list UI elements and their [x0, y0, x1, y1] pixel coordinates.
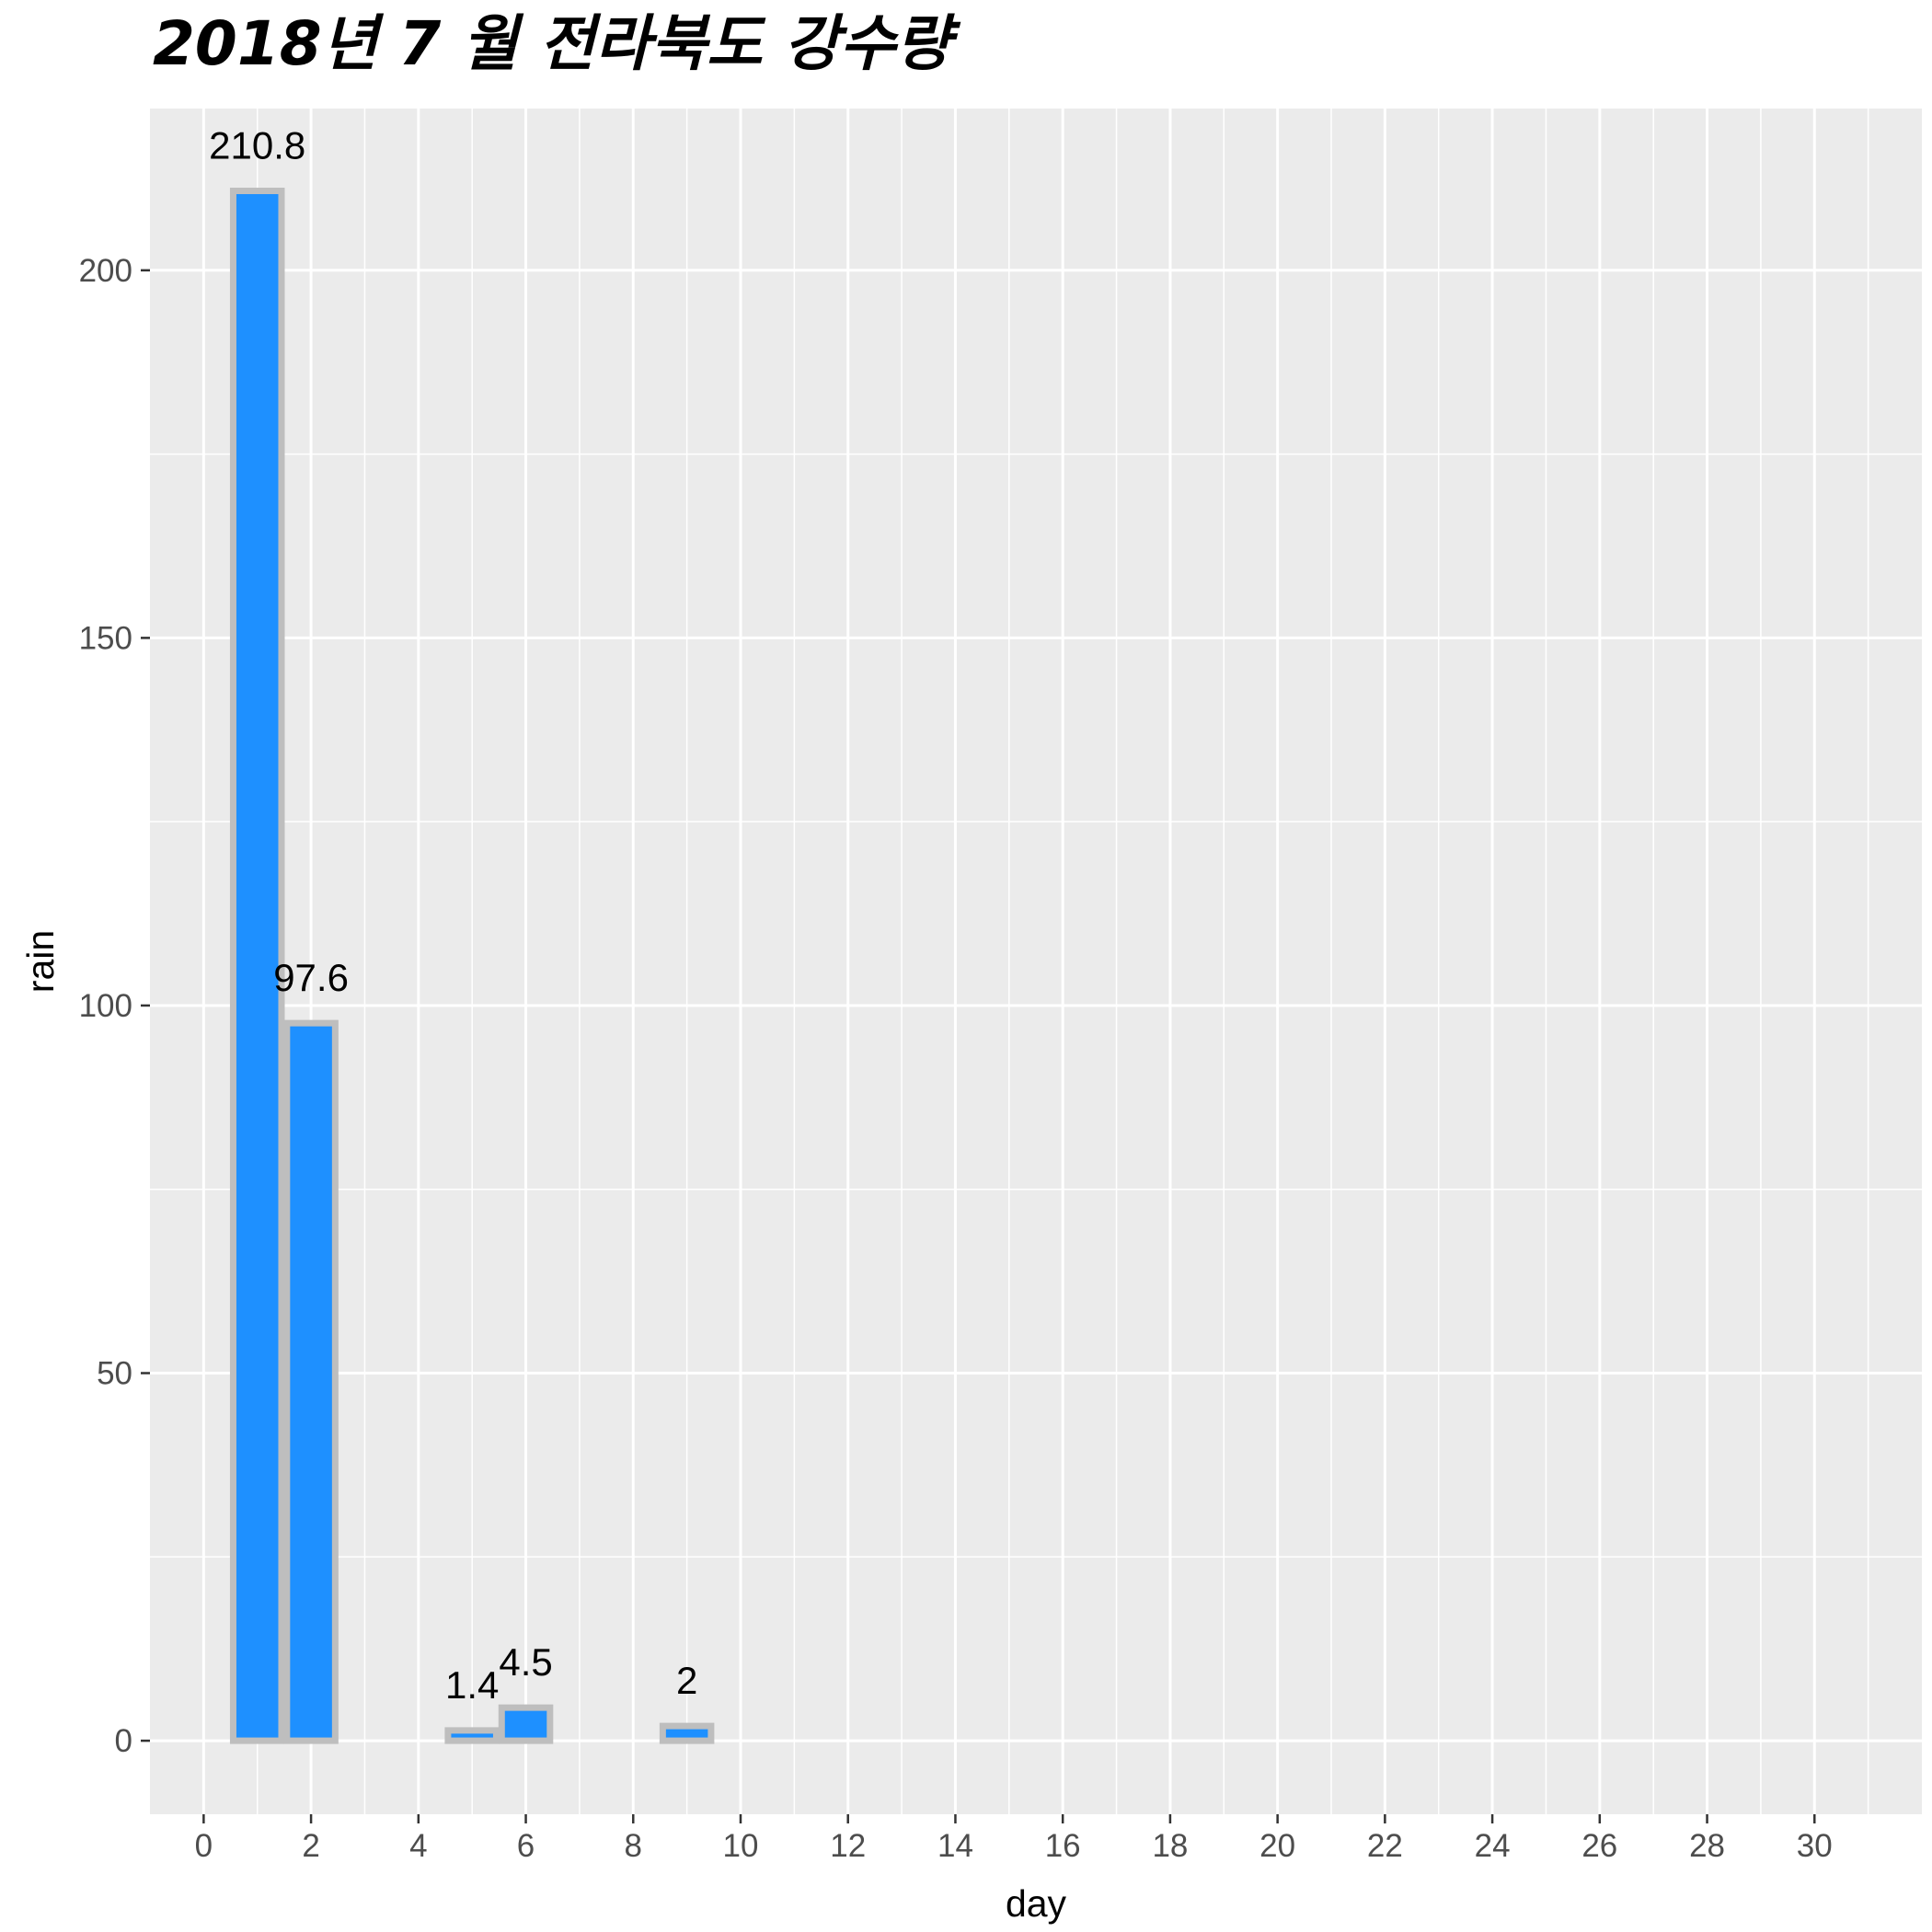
- bar: [444, 1727, 500, 1744]
- y-tick-label: 50: [97, 1356, 132, 1392]
- bar-value-label: 2: [676, 1659, 697, 1702]
- bar: [283, 1019, 339, 1744]
- x-tick-label: 16: [1045, 1828, 1081, 1864]
- x-tick-label: 18: [1152, 1828, 1188, 1864]
- bar-value-label: 1.4: [445, 1663, 499, 1707]
- y-axis: 0 50 100 150 200: [79, 253, 150, 1759]
- x-axis: 0 2 4 6 8 10 12 14 16 18 20 22 24 26 28 30: [195, 1814, 1833, 1864]
- y-tick-label: 100: [79, 988, 132, 1024]
- bar-value-label: 4.5: [499, 1640, 552, 1684]
- x-tick-label: 22: [1367, 1828, 1403, 1864]
- data-labels: 210.8 97.6 1.44.5 2: [209, 124, 697, 1707]
- x-tick-label: 28: [1689, 1828, 1725, 1864]
- bar-value-label: 210.8: [209, 124, 305, 167]
- bar-value-label: 97.6: [273, 956, 349, 999]
- bar: [659, 1722, 715, 1744]
- x-tick-label: 14: [937, 1828, 973, 1864]
- x-tick-label: 6: [517, 1828, 535, 1864]
- x-axis-title: day: [1006, 1882, 1067, 1925]
- bars: [229, 188, 715, 1744]
- x-tick-label: 2: [302, 1828, 319, 1864]
- x-tick-label: 8: [625, 1828, 642, 1864]
- x-tick-label: 20: [1259, 1828, 1295, 1864]
- chart-title: 2018년 7 월 전라북도 강수량: [153, 8, 961, 79]
- x-tick-label: 12: [830, 1828, 866, 1864]
- grid-minor: [150, 109, 1922, 1814]
- x-tick-label: 10: [723, 1828, 759, 1864]
- bar: [498, 1704, 554, 1744]
- bar: [229, 188, 285, 1744]
- y-tick-label: 200: [79, 253, 132, 289]
- y-tick-label: 0: [115, 1723, 132, 1759]
- x-tick-label: 0: [195, 1828, 213, 1864]
- y-axis-title: rain: [19, 930, 62, 993]
- x-tick-label: 30: [1797, 1828, 1833, 1864]
- y-tick-label: 150: [79, 620, 132, 656]
- x-tick-label: 26: [1581, 1828, 1617, 1864]
- plot-panel: [150, 109, 1922, 1814]
- x-tick-label: 24: [1475, 1828, 1511, 1864]
- x-tick-label: 4: [409, 1828, 427, 1864]
